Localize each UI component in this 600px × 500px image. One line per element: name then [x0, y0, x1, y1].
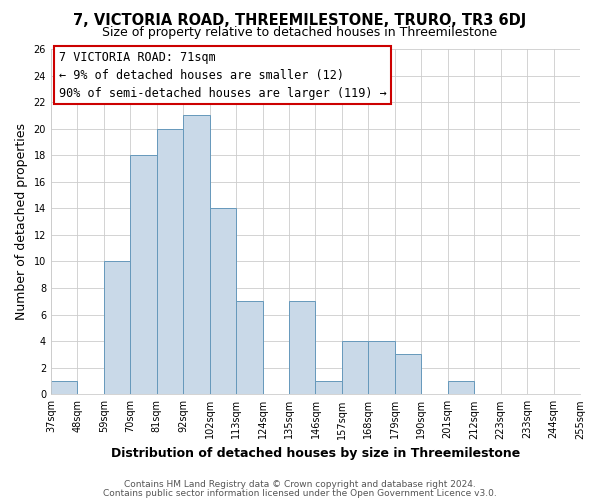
Y-axis label: Number of detached properties: Number of detached properties: [15, 123, 28, 320]
Bar: [342, 341, 368, 394]
Bar: [289, 302, 316, 394]
Bar: [236, 302, 263, 394]
Text: Contains public sector information licensed under the Open Government Licence v3: Contains public sector information licen…: [103, 488, 497, 498]
Bar: [368, 341, 395, 394]
Bar: [51, 381, 77, 394]
X-axis label: Distribution of detached houses by size in Threemilestone: Distribution of detached houses by size …: [111, 447, 520, 460]
Text: Size of property relative to detached houses in Threemilestone: Size of property relative to detached ho…: [103, 26, 497, 39]
Bar: [104, 262, 130, 394]
Text: 7, VICTORIA ROAD, THREEMILESTONE, TRURO, TR3 6DJ: 7, VICTORIA ROAD, THREEMILESTONE, TRURO,…: [73, 12, 527, 28]
Text: Contains HM Land Registry data © Crown copyright and database right 2024.: Contains HM Land Registry data © Crown c…: [124, 480, 476, 489]
Bar: [183, 116, 209, 394]
Bar: [209, 208, 236, 394]
Bar: [130, 155, 157, 394]
Text: 7 VICTORIA ROAD: 71sqm
← 9% of detached houses are smaller (12)
90% of semi-deta: 7 VICTORIA ROAD: 71sqm ← 9% of detached …: [59, 50, 386, 100]
Bar: [448, 381, 474, 394]
Bar: [395, 354, 421, 395]
Bar: [157, 128, 183, 394]
Bar: [316, 381, 342, 394]
